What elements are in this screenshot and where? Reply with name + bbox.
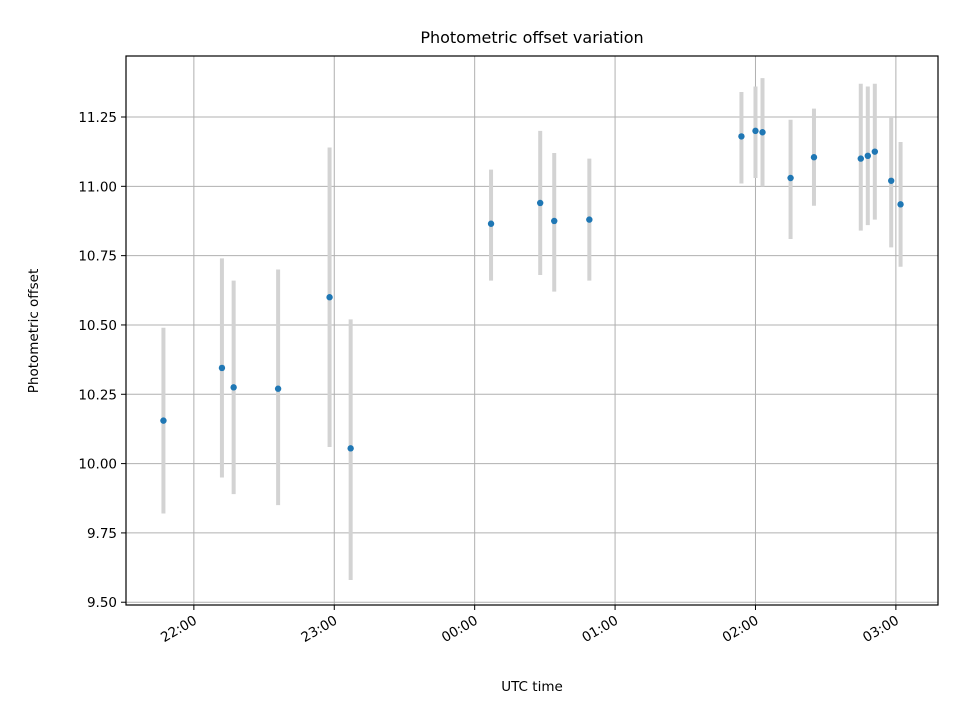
data-point bbox=[487, 220, 495, 227]
data-point bbox=[897, 201, 904, 208]
x-axis-ticks: 22:00 23:00 00:00 01:00 02:00 03:00 bbox=[158, 605, 902, 646]
y-axis-ticks: 9.50 9.75 10.00 10.25 10.50 10.75 11.00 11.25 bbox=[78, 110, 126, 611]
y-axis-label: Photometric offset bbox=[26, 269, 42, 393]
x-tick-label: 00:00 bbox=[439, 613, 481, 646]
data-point bbox=[536, 199, 544, 207]
y-tick-label: 10.25 bbox=[78, 387, 117, 403]
data-point bbox=[787, 174, 794, 182]
y-tick-label: 9.75 bbox=[87, 526, 117, 542]
data-point bbox=[551, 217, 558, 225]
data-points bbox=[160, 127, 904, 452]
y-tick-label: 10.75 bbox=[78, 249, 117, 265]
x-axis-label: UTC time bbox=[501, 679, 563, 695]
x-tick-label: 23:00 bbox=[299, 613, 341, 646]
y-tick-label: 10.00 bbox=[78, 457, 117, 473]
data-point bbox=[586, 216, 593, 223]
x-tick-label: 01:00 bbox=[579, 613, 621, 646]
data-point bbox=[752, 127, 759, 135]
chart-title: Photometric offset variation bbox=[420, 28, 643, 47]
y-tick-label: 10.50 bbox=[78, 318, 117, 334]
error-bars bbox=[161, 78, 903, 581]
plot-frame bbox=[125, 55, 939, 606]
x-tick-label: 02:00 bbox=[720, 613, 762, 646]
x-tick-label: 22:00 bbox=[158, 613, 200, 646]
data-point bbox=[871, 148, 879, 155]
y-tick-label: 11.00 bbox=[78, 179, 117, 195]
x-tick-label: 03:00 bbox=[860, 613, 902, 646]
data-point bbox=[274, 385, 282, 392]
data-point bbox=[738, 133, 745, 140]
data-point bbox=[218, 364, 226, 372]
data-point bbox=[347, 445, 354, 452]
y-tick-label: 11.25 bbox=[78, 110, 117, 126]
data-point bbox=[864, 152, 871, 160]
data-point bbox=[887, 177, 895, 184]
data-point bbox=[857, 155, 864, 162]
grid-layer bbox=[126, 56, 938, 605]
data-point bbox=[810, 154, 818, 161]
data-point bbox=[160, 417, 167, 424]
y-tick-label: 9.50 bbox=[87, 595, 117, 611]
data-point bbox=[759, 129, 766, 136]
data-point bbox=[326, 294, 333, 301]
data-point bbox=[230, 384, 237, 391]
